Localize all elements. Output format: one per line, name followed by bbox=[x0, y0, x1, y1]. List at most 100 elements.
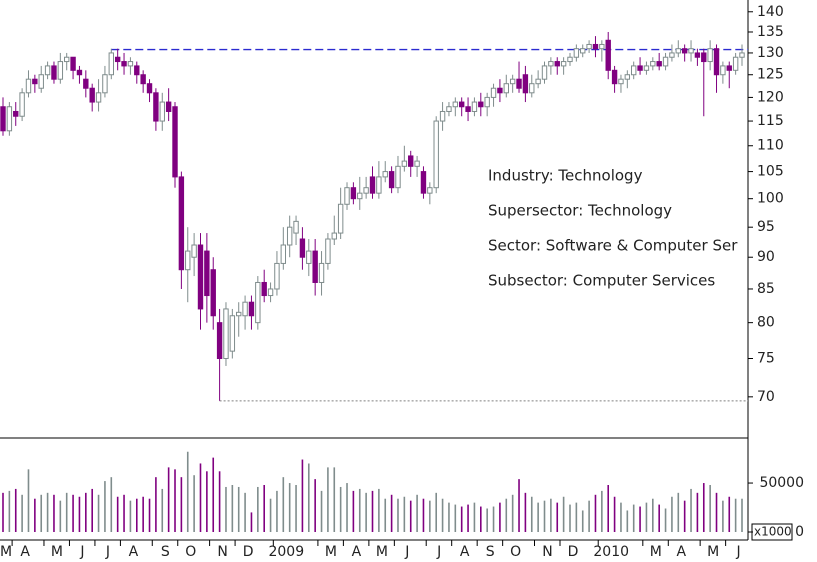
candle-up bbox=[535, 78, 541, 85]
candle-down bbox=[299, 238, 306, 258]
candle-down bbox=[605, 39, 611, 71]
candle-down bbox=[134, 65, 140, 76]
candle-up bbox=[376, 176, 382, 194]
x-tick-label: 2010 bbox=[593, 544, 629, 560]
candle-up bbox=[395, 165, 401, 189]
y-tick-label: 110 bbox=[757, 138, 784, 154]
y-tick-label: 75 bbox=[757, 351, 775, 367]
x-tick-label: M bbox=[325, 544, 337, 560]
candle-up bbox=[337, 203, 344, 234]
candle-up bbox=[560, 61, 567, 67]
candle-up bbox=[433, 120, 439, 189]
candle-up bbox=[185, 250, 191, 271]
y-tick-label: 130 bbox=[757, 45, 784, 61]
candle-up bbox=[739, 52, 745, 58]
candle-down bbox=[13, 110, 19, 117]
candle-up bbox=[446, 106, 452, 112]
candle-up bbox=[236, 311, 242, 317]
candle-up bbox=[382, 171, 388, 178]
candle-up bbox=[643, 65, 650, 71]
x-tick-label: J bbox=[79, 544, 84, 560]
x-tick-label: A bbox=[129, 544, 139, 560]
x-tick-label: J bbox=[436, 544, 441, 560]
x-tick-label: A bbox=[20, 544, 30, 560]
candle-up bbox=[102, 74, 108, 94]
candle-up bbox=[95, 92, 102, 103]
candle-down bbox=[114, 56, 121, 63]
candle-down bbox=[261, 281, 267, 297]
x-tick-label: 2009 bbox=[268, 544, 304, 560]
candle-down bbox=[140, 74, 146, 85]
candle-up bbox=[675, 48, 681, 54]
x-tick-label: D bbox=[243, 544, 254, 560]
x-tick-label: N bbox=[542, 544, 552, 560]
candle-down bbox=[172, 106, 178, 178]
annotation: Supersector: Technology bbox=[488, 202, 672, 220]
candle-up bbox=[286, 226, 293, 246]
candle-up bbox=[159, 101, 165, 122]
candle-down bbox=[516, 78, 522, 89]
candle-up bbox=[64, 56, 70, 63]
x-tick-label: M bbox=[51, 544, 63, 560]
candle-up bbox=[318, 262, 325, 283]
candle-down bbox=[611, 69, 618, 85]
x-tick-label: M bbox=[707, 544, 719, 560]
candle-down bbox=[153, 92, 159, 122]
candle-up bbox=[280, 244, 287, 264]
candle-down bbox=[32, 78, 38, 85]
candle-up bbox=[580, 48, 586, 54]
candle-up bbox=[599, 43, 605, 50]
candle-up bbox=[707, 48, 713, 63]
candle-up bbox=[19, 92, 25, 117]
y-tick-label: 80 bbox=[757, 315, 775, 331]
x-tick-label: N bbox=[217, 544, 227, 560]
candle-up bbox=[401, 160, 408, 167]
volume-unit: x1000 bbox=[754, 525, 792, 539]
candle-down bbox=[210, 269, 216, 317]
candle-up bbox=[38, 74, 44, 89]
annotation: Subsector: Computer Services bbox=[488, 272, 715, 290]
y-tick-label: 100 bbox=[757, 191, 784, 207]
candle-up bbox=[242, 301, 248, 317]
x-tick-label: M bbox=[376, 544, 388, 560]
candle-up bbox=[541, 65, 548, 80]
y-tick-label: 85 bbox=[757, 281, 775, 297]
candle-down bbox=[204, 250, 210, 297]
candle-down bbox=[465, 106, 471, 112]
candle-down bbox=[76, 69, 83, 76]
x-tick-label: M bbox=[0, 544, 12, 560]
candle-up bbox=[363, 187, 369, 194]
candle-down bbox=[420, 171, 427, 194]
x-tick-label: A bbox=[677, 544, 687, 560]
candle-up bbox=[255, 281, 261, 324]
candle-down bbox=[701, 52, 707, 63]
candle-up bbox=[414, 160, 420, 167]
y-tick-label: 115 bbox=[757, 113, 784, 129]
candle-up bbox=[44, 65, 51, 76]
candle-up bbox=[720, 65, 726, 76]
candle-down bbox=[312, 250, 318, 283]
candle-up bbox=[688, 48, 694, 54]
candle-up bbox=[57, 61, 64, 80]
candle-up bbox=[229, 315, 236, 352]
y-tick-label: 135 bbox=[757, 24, 784, 40]
x-tick-label: J bbox=[736, 544, 741, 560]
candle-down bbox=[656, 61, 662, 67]
x-tick-label: S bbox=[161, 544, 170, 560]
annotation: Industry: Technology bbox=[488, 167, 643, 185]
candle-up bbox=[567, 56, 573, 63]
candle-up bbox=[529, 83, 535, 94]
candle-down bbox=[408, 155, 414, 167]
candle-down bbox=[89, 87, 95, 103]
y-tick-label: 105 bbox=[757, 164, 784, 180]
candle-down bbox=[713, 48, 720, 76]
candle-up bbox=[6, 106, 13, 132]
candle-down bbox=[369, 176, 376, 194]
x-tick-label: O bbox=[185, 544, 196, 560]
candle-down bbox=[694, 52, 701, 58]
candle-down bbox=[458, 101, 465, 108]
candle-down bbox=[497, 87, 503, 94]
candle-up bbox=[274, 262, 280, 290]
candle-down bbox=[216, 322, 223, 360]
